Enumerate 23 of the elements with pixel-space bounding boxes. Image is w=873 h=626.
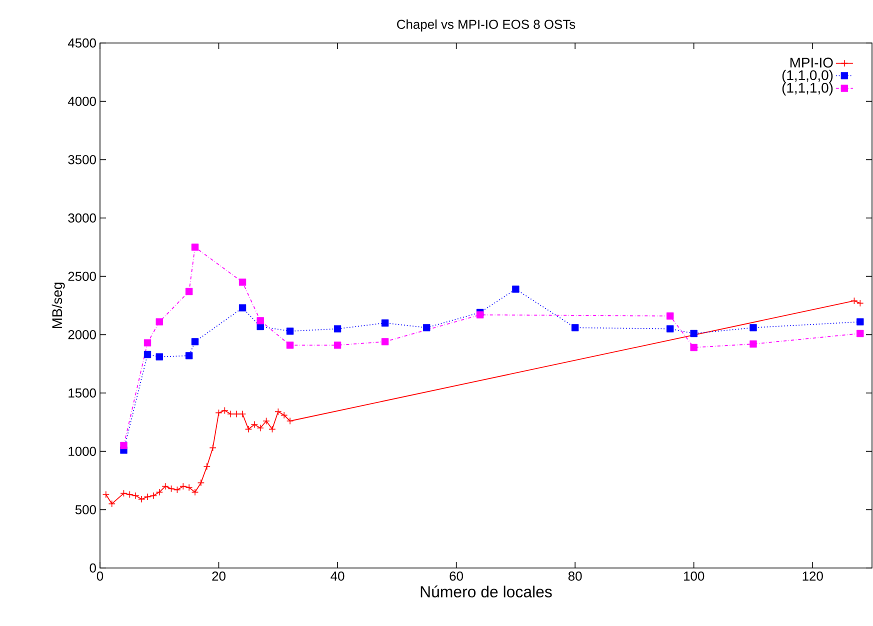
x-tick-label: 40 — [330, 572, 344, 581]
chart-title: Chapel vs MPI-IO EOS 8 OSTs — [397, 19, 576, 32]
x-tick-label: 100 — [684, 572, 704, 581]
y-tick-label: 4500 — [68, 38, 96, 48]
y-tick-label: 1500 — [68, 388, 96, 398]
legend-label: (1,1,1,0) — [782, 82, 833, 96]
y-tick-label: 500 — [75, 505, 96, 514]
y-tick-label: 2000 — [68, 330, 96, 340]
x-tick-label: 0 — [96, 572, 104, 581]
legend-label: (1,1,0,0) — [782, 70, 833, 83]
y-tick-label: 3000 — [68, 213, 96, 223]
legend-label: MPI-IO — [790, 58, 833, 68]
y-tick-label: 4000 — [68, 96, 96, 106]
x-tick-label: 20 — [212, 572, 226, 581]
x-tick-label: 60 — [450, 572, 464, 581]
y-tick-label: 2500 — [68, 272, 96, 281]
x-axis-title: Número de locales — [420, 586, 552, 598]
y-tick-label: 0 — [90, 563, 96, 573]
y-tick-label: 1000 — [68, 446, 96, 456]
y-axis-title: MB/seg — [52, 282, 65, 328]
x-tick-label: 120 — [802, 572, 823, 581]
x-tick-label: 80 — [568, 572, 582, 581]
y-tick-label: 3500 — [68, 155, 96, 164]
